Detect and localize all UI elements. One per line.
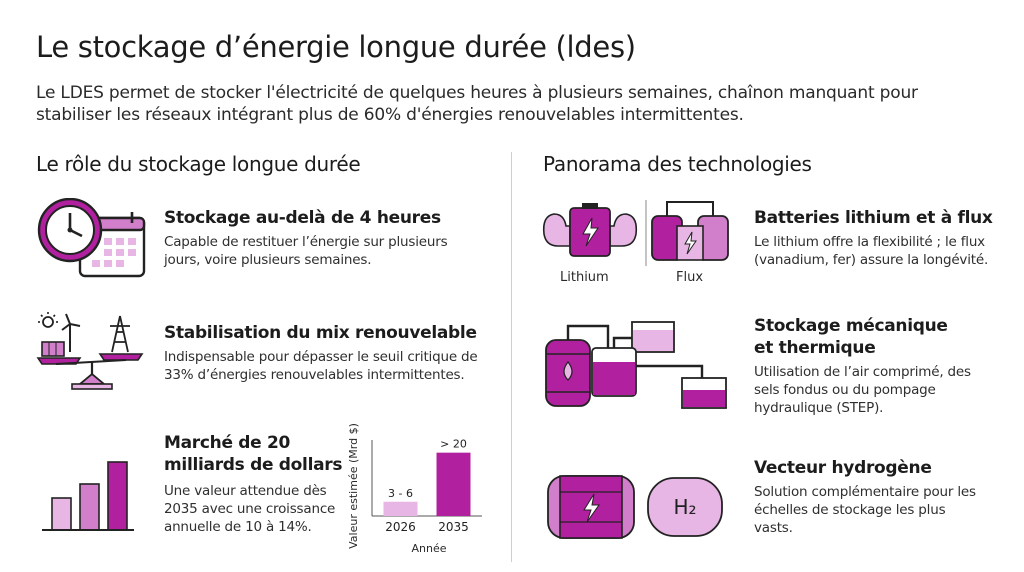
hydrogen-tank-icon: H₂ xyxy=(544,470,724,550)
lithium-label: Lithium xyxy=(560,270,609,285)
item-market: Marché de 20 milliards de dollars Une va… xyxy=(164,432,344,536)
item-title: Marché de 20 milliards de dollars xyxy=(164,433,343,475)
tick-label-2026: 2026 xyxy=(385,520,416,534)
item-desc: Le lithium offre la flexibilité ; le flu… xyxy=(754,234,989,268)
column-divider xyxy=(511,152,512,562)
page-title: Le stockage d’énergie longue durée (ldes… xyxy=(36,30,636,64)
bar-growth-icon xyxy=(40,460,136,536)
clock-calendar-icon xyxy=(36,197,148,286)
section-title-technologies: Panorama des technologies xyxy=(543,152,812,176)
bar-2026 xyxy=(383,501,418,516)
bar-2035 xyxy=(436,452,471,516)
h2-formula: H₂ xyxy=(673,495,696,519)
item-batteries: Batteries lithium et à flux Le lithium o… xyxy=(754,207,1004,269)
item-desc: Capable de restituer l’énergie sur plusi… xyxy=(164,234,448,268)
item-title: Batteries lithium et à flux xyxy=(754,208,993,228)
value-label-2026: 3 - 6 xyxy=(388,487,413,500)
x-axis-label: Année xyxy=(411,542,446,555)
item-desc: Une valeur attendue dès 2035 avec une cr… xyxy=(164,483,336,535)
item-desc: Solution complémentaire pour les échelle… xyxy=(754,484,976,536)
item-hydrogen: Vecteur hydrogène Solution complémentair… xyxy=(754,457,1004,537)
item-title: Stabilisation du mix renouvelable xyxy=(164,323,477,343)
intro-text: Le LDES permet de stocker l'électricité … xyxy=(36,83,918,125)
item-renewable-mix: Stabilisation du mix renouvelable Indisp… xyxy=(164,322,494,384)
balance-renewables-icon xyxy=(36,312,148,398)
value-label-2035: > 20 xyxy=(440,438,467,451)
item-desc: Utilisation de l’air comprimé, des sels … xyxy=(754,364,971,416)
tanks-pipes-icon xyxy=(542,318,732,418)
item-title: Stockage mécanique et thermique xyxy=(754,316,948,358)
section-title-role: Le rôle du stockage longue durée xyxy=(36,152,361,176)
y-axis-label: Valeur estimée (Mrd $) xyxy=(347,424,360,549)
item-storage-beyond-4h: Stockage au-delà de 4 heures Capable de … xyxy=(164,207,484,269)
item-title: Vecteur hydrogène xyxy=(754,458,932,478)
flux-label: Flux xyxy=(676,270,704,285)
item-title: Stockage au-delà de 4 heures xyxy=(164,208,441,228)
item-desc: Indispensable pour dépasser le seuil cri… xyxy=(164,349,478,383)
tick-label-2035: 2035 xyxy=(438,520,469,534)
market-chart: Valeur estimée (Mrd $) Année 3 - 6 2026 > … xyxy=(344,423,484,564)
battery-flow-icon xyxy=(540,194,730,274)
item-mechanical-thermal: Stockage mécanique et thermique Utilisat… xyxy=(754,315,1004,417)
